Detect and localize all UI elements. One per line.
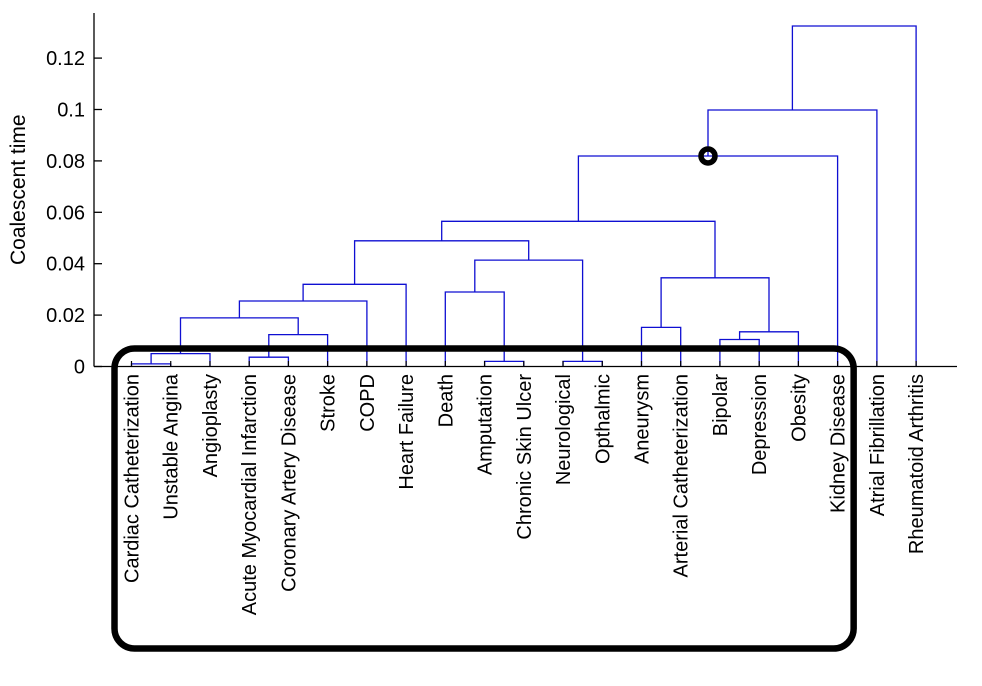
- leaf-label: Heart Failure: [396, 374, 418, 490]
- leaf-label: Neurological: [553, 374, 575, 485]
- y-tick-label: 0.06: [46, 202, 85, 224]
- leaf-label: Arterial Catheterization: [671, 374, 693, 577]
- leaf-label: Stroke: [318, 374, 340, 432]
- y-tick-label: 0.08: [46, 151, 85, 173]
- leaf-label: Kidney Disease: [828, 374, 850, 513]
- y-tick-label: 0.04: [46, 254, 85, 276]
- highlight-circle-annotation: [698, 146, 718, 166]
- leaf-label: Chronic Skin Ulcer: [514, 374, 536, 540]
- leaf-label: Aneurysm: [631, 374, 653, 464]
- y-axis-label: Coalescent time: [7, 114, 30, 265]
- y-tick-label: 0.02: [46, 305, 85, 327]
- y-tick-label: 0: [74, 357, 85, 379]
- leaf-label: Atrial Fibrillation: [867, 374, 889, 516]
- leaf-label: Unstable Angina: [161, 373, 183, 520]
- leaf-label: Depression: [749, 374, 771, 475]
- leaf-label: COPD: [357, 374, 379, 432]
- leaf-label: Angioplasty: [200, 374, 222, 477]
- highlight-box-annotation: [111, 345, 857, 652]
- y-tick-label: 0.12: [46, 48, 85, 70]
- leaf-label: Acute Myocardial Infarction: [239, 374, 261, 615]
- leaf-label: Obesity: [788, 374, 810, 442]
- y-tick-label: 0.1: [57, 100, 85, 122]
- leaf-label: Amputation: [475, 374, 497, 475]
- leaf-label: Bipolar: [710, 374, 732, 437]
- leaf-label: Rheumatoid Arthritis: [906, 374, 928, 554]
- leaf-label: Death: [435, 374, 457, 427]
- leaf-label: Opthalmic: [592, 374, 614, 464]
- leaf-label: Cardiac Catheterization: [122, 374, 144, 583]
- dendrogram-tree-path: [130, 25, 917, 367]
- leaf-label: Coronary Artery Disease: [278, 374, 300, 592]
